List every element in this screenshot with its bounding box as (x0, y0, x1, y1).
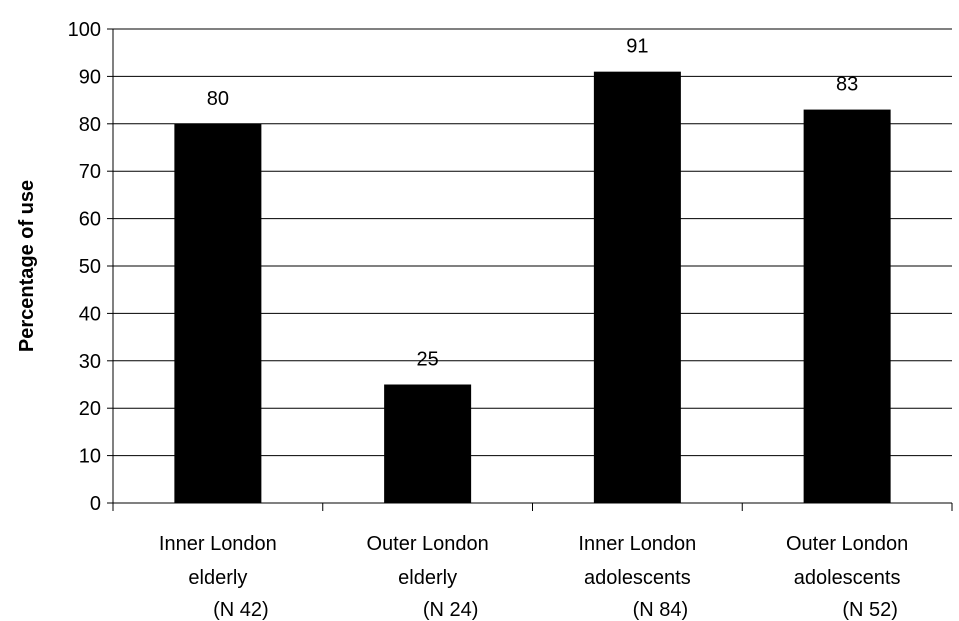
category-label-line: Outer London (786, 533, 908, 555)
y-tick-label: 30 (79, 351, 101, 373)
y-axis-ticks: 0 10 20 30 40 50 60 70 80 90 100 (68, 19, 953, 515)
category-label-line: adolescents (794, 567, 901, 589)
category-label-line: elderly (398, 567, 457, 589)
category-label-line: (N 42) (213, 599, 269, 621)
y-tick-label: 40 (79, 303, 101, 325)
category-label-line: Inner London (578, 533, 696, 555)
category-labels: Inner London elderly (N 42) Outer London eld… (159, 533, 908, 621)
bar-value-label: 83 (836, 74, 858, 96)
category-label-line: (N 52) (842, 599, 898, 621)
bars (174, 71, 891, 504)
y-tick-label: 100 (68, 19, 101, 41)
category-label-line: Inner London (159, 533, 277, 555)
bar-value-label: 25 (417, 349, 439, 371)
y-tick-label: 70 (79, 161, 101, 183)
category-label-line: adolescents (584, 567, 691, 589)
bar (803, 109, 891, 503)
y-tick-label: 10 (79, 446, 101, 468)
y-tick-label: 60 (79, 209, 101, 231)
category-label-line: (N 24) (423, 599, 479, 621)
y-tick-label: 80 (79, 114, 101, 136)
bar (593, 71, 681, 503)
category-label-line: Outer London (366, 533, 488, 555)
bar-value-label: 80 (207, 88, 229, 110)
y-tick-label: 20 (79, 398, 101, 420)
bar-value-label: 91 (626, 36, 648, 58)
category-label-line: elderly (188, 567, 247, 589)
y-tick-label: 90 (79, 66, 101, 88)
bar (384, 384, 472, 503)
y-tick-label: 50 (79, 256, 101, 278)
y-tick-label: 0 (90, 493, 101, 515)
data-labels: 80 25 91 83 (207, 36, 859, 371)
bar (174, 123, 262, 504)
category-label-line: (N 84) (633, 599, 689, 621)
y-axis-title: Percentage of use (16, 180, 38, 352)
